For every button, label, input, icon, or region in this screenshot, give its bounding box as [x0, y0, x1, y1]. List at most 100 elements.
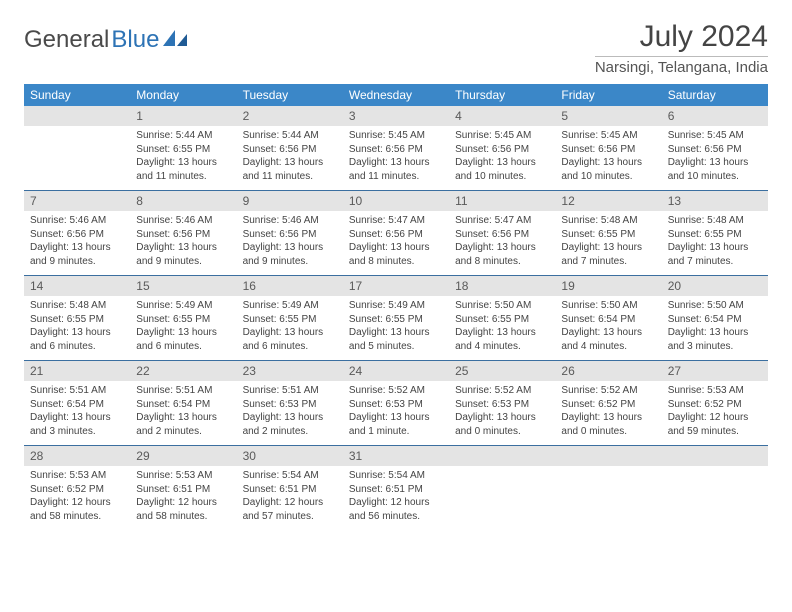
- day-number: 13: [662, 191, 768, 211]
- page-header: General Blue July 2024 Narsingi, Telanga…: [24, 20, 768, 76]
- day-cell: 14Sunrise: 5:48 AMSunset: 6:55 PMDayligh…: [24, 276, 130, 360]
- day-info: Sunrise: 5:51 AMSunset: 6:53 PMDaylight:…: [237, 381, 343, 444]
- day-number: 25: [449, 361, 555, 381]
- day-cell: 20Sunrise: 5:50 AMSunset: 6:54 PMDayligh…: [662, 276, 768, 360]
- day-info: Sunrise: 5:52 AMSunset: 6:53 PMDaylight:…: [449, 381, 555, 444]
- day-cell: 1Sunrise: 5:44 AMSunset: 6:55 PMDaylight…: [130, 106, 236, 190]
- day-info: Sunrise: 5:50 AMSunset: 6:54 PMDaylight:…: [555, 296, 661, 359]
- day-info: Sunrise: 5:48 AMSunset: 6:55 PMDaylight:…: [662, 211, 768, 274]
- day-info: Sunrise: 5:46 AMSunset: 6:56 PMDaylight:…: [237, 211, 343, 274]
- day-cell: 6Sunrise: 5:45 AMSunset: 6:56 PMDaylight…: [662, 106, 768, 190]
- day-info: Sunrise: 5:51 AMSunset: 6:54 PMDaylight:…: [130, 381, 236, 444]
- day-number: 21: [24, 361, 130, 381]
- day-info: Sunrise: 5:49 AMSunset: 6:55 PMDaylight:…: [237, 296, 343, 359]
- day-cell: [449, 446, 555, 530]
- week-row: 28Sunrise: 5:53 AMSunset: 6:52 PMDayligh…: [24, 446, 768, 530]
- day-cell: 31Sunrise: 5:54 AMSunset: 6:51 PMDayligh…: [343, 446, 449, 530]
- day-cell: 30Sunrise: 5:54 AMSunset: 6:51 PMDayligh…: [237, 446, 343, 530]
- week-row: 21Sunrise: 5:51 AMSunset: 6:54 PMDayligh…: [24, 361, 768, 446]
- day-cell: 7Sunrise: 5:46 AMSunset: 6:56 PMDaylight…: [24, 191, 130, 275]
- day-info: Sunrise: 5:54 AMSunset: 6:51 PMDaylight:…: [237, 466, 343, 529]
- calendar-grid: SundayMondayTuesdayWednesdayThursdayFrid…: [24, 84, 768, 530]
- day-number: 1: [130, 106, 236, 126]
- day-number: 5: [555, 106, 661, 126]
- day-cell: 3Sunrise: 5:45 AMSunset: 6:56 PMDaylight…: [343, 106, 449, 190]
- day-cell: 23Sunrise: 5:51 AMSunset: 6:53 PMDayligh…: [237, 361, 343, 445]
- day-cell: 24Sunrise: 5:52 AMSunset: 6:53 PMDayligh…: [343, 361, 449, 445]
- day-number: 28: [24, 446, 130, 466]
- day-cell: 26Sunrise: 5:52 AMSunset: 6:52 PMDayligh…: [555, 361, 661, 445]
- day-cell: 18Sunrise: 5:50 AMSunset: 6:55 PMDayligh…: [449, 276, 555, 360]
- day-number: [662, 446, 768, 466]
- day-cell: 29Sunrise: 5:53 AMSunset: 6:51 PMDayligh…: [130, 446, 236, 530]
- day-cell: 2Sunrise: 5:44 AMSunset: 6:56 PMDaylight…: [237, 106, 343, 190]
- day-cell: 8Sunrise: 5:46 AMSunset: 6:56 PMDaylight…: [130, 191, 236, 275]
- brand-text-grey: General: [24, 26, 109, 54]
- day-number: 20: [662, 276, 768, 296]
- day-number: 15: [130, 276, 236, 296]
- day-info: Sunrise: 5:50 AMSunset: 6:55 PMDaylight:…: [449, 296, 555, 359]
- day-number: 31: [343, 446, 449, 466]
- month-title: July 2024: [595, 20, 768, 57]
- brand-sail-icon: [163, 28, 189, 53]
- day-number: 14: [24, 276, 130, 296]
- week-row: 1Sunrise: 5:44 AMSunset: 6:55 PMDaylight…: [24, 106, 768, 191]
- day-cell: 27Sunrise: 5:53 AMSunset: 6:52 PMDayligh…: [662, 361, 768, 445]
- day-info: Sunrise: 5:52 AMSunset: 6:52 PMDaylight:…: [555, 381, 661, 444]
- day-cell: 11Sunrise: 5:47 AMSunset: 6:56 PMDayligh…: [449, 191, 555, 275]
- weekday-header: Wednesday: [343, 84, 449, 106]
- day-info: Sunrise: 5:49 AMSunset: 6:55 PMDaylight:…: [130, 296, 236, 359]
- day-info: Sunrise: 5:44 AMSunset: 6:56 PMDaylight:…: [237, 126, 343, 189]
- week-row: 7Sunrise: 5:46 AMSunset: 6:56 PMDaylight…: [24, 191, 768, 276]
- day-cell: 21Sunrise: 5:51 AMSunset: 6:54 PMDayligh…: [24, 361, 130, 445]
- day-info: Sunrise: 5:53 AMSunset: 6:52 PMDaylight:…: [24, 466, 130, 529]
- day-number: 8: [130, 191, 236, 211]
- day-number: 24: [343, 361, 449, 381]
- day-info: Sunrise: 5:47 AMSunset: 6:56 PMDaylight:…: [449, 211, 555, 274]
- day-number: 6: [662, 106, 768, 126]
- day-number: 17: [343, 276, 449, 296]
- day-info: Sunrise: 5:53 AMSunset: 6:52 PMDaylight:…: [662, 381, 768, 444]
- weekday-header: Thursday: [449, 84, 555, 106]
- weekday-header: Monday: [130, 84, 236, 106]
- day-cell: 22Sunrise: 5:51 AMSunset: 6:54 PMDayligh…: [130, 361, 236, 445]
- day-cell: 10Sunrise: 5:47 AMSunset: 6:56 PMDayligh…: [343, 191, 449, 275]
- day-number: 19: [555, 276, 661, 296]
- day-number: 30: [237, 446, 343, 466]
- day-number: 29: [130, 446, 236, 466]
- day-number: 9: [237, 191, 343, 211]
- day-number: [449, 446, 555, 466]
- day-cell: [555, 446, 661, 530]
- day-info: Sunrise: 5:48 AMSunset: 6:55 PMDaylight:…: [24, 296, 130, 359]
- day-info: Sunrise: 5:50 AMSunset: 6:54 PMDaylight:…: [662, 296, 768, 359]
- weekday-header: Tuesday: [237, 84, 343, 106]
- weekday-header: Sunday: [24, 84, 130, 106]
- day-cell: 12Sunrise: 5:48 AMSunset: 6:55 PMDayligh…: [555, 191, 661, 275]
- day-cell: [662, 446, 768, 530]
- day-cell: 17Sunrise: 5:49 AMSunset: 6:55 PMDayligh…: [343, 276, 449, 360]
- day-cell: 25Sunrise: 5:52 AMSunset: 6:53 PMDayligh…: [449, 361, 555, 445]
- day-info: Sunrise: 5:49 AMSunset: 6:55 PMDaylight:…: [343, 296, 449, 359]
- day-cell: [24, 106, 130, 190]
- day-number: 4: [449, 106, 555, 126]
- weekday-header: Friday: [555, 84, 661, 106]
- day-info: Sunrise: 5:45 AMSunset: 6:56 PMDaylight:…: [555, 126, 661, 189]
- day-cell: 13Sunrise: 5:48 AMSunset: 6:55 PMDayligh…: [662, 191, 768, 275]
- weekday-header: Saturday: [662, 84, 768, 106]
- day-cell: 19Sunrise: 5:50 AMSunset: 6:54 PMDayligh…: [555, 276, 661, 360]
- day-number: 22: [130, 361, 236, 381]
- day-info: Sunrise: 5:54 AMSunset: 6:51 PMDaylight:…: [343, 466, 449, 529]
- day-info: Sunrise: 5:45 AMSunset: 6:56 PMDaylight:…: [343, 126, 449, 189]
- day-number: 2: [237, 106, 343, 126]
- title-block: July 2024 Narsingi, Telangana, India: [595, 20, 768, 76]
- day-number: 16: [237, 276, 343, 296]
- day-info: Sunrise: 5:46 AMSunset: 6:56 PMDaylight:…: [130, 211, 236, 274]
- day-number: 27: [662, 361, 768, 381]
- day-number: 7: [24, 191, 130, 211]
- day-info: Sunrise: 5:51 AMSunset: 6:54 PMDaylight:…: [24, 381, 130, 444]
- week-row: 14Sunrise: 5:48 AMSunset: 6:55 PMDayligh…: [24, 276, 768, 361]
- day-cell: 9Sunrise: 5:46 AMSunset: 6:56 PMDaylight…: [237, 191, 343, 275]
- day-cell: 4Sunrise: 5:45 AMSunset: 6:56 PMDaylight…: [449, 106, 555, 190]
- day-number: 12: [555, 191, 661, 211]
- day-number: [555, 446, 661, 466]
